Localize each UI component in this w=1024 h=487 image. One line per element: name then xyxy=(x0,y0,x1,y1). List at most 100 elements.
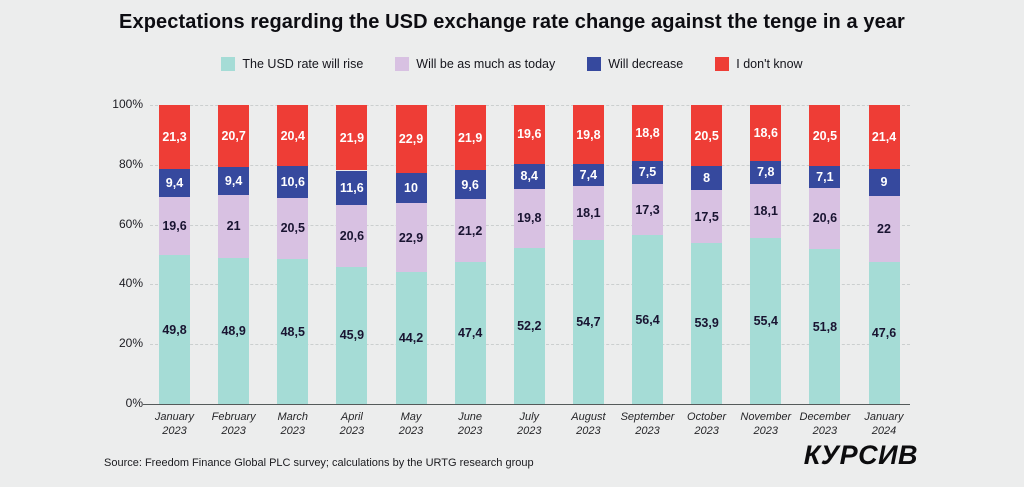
category-label: September 2023 xyxy=(602,411,694,439)
bar-value-label: 18,6 xyxy=(753,125,778,140)
bar-segment: 21,4 xyxy=(868,105,900,169)
y-tick-label: 20% xyxy=(118,336,143,351)
stacked-bar: 55,4 18,1 7,8 18,6 xyxy=(750,105,782,404)
y-tick-label: 80% xyxy=(118,156,143,171)
bar-value-label: 7,1 xyxy=(816,169,834,184)
bar-segment: 22,9 xyxy=(395,105,427,174)
category-month: April xyxy=(340,411,363,423)
bar-value-label: 19,6 xyxy=(162,218,187,233)
legend-swatch-icon xyxy=(395,57,410,71)
category-month: August xyxy=(571,411,606,423)
stacked-bar: 48,9 21 9,4 20,7 xyxy=(218,105,250,404)
bar-segment: 20,7 xyxy=(218,105,250,167)
bar-value-label: 21,9 xyxy=(339,130,365,145)
category-year: 2023 xyxy=(339,424,365,437)
bar-segment: 44,2 xyxy=(395,271,427,404)
bar-value-label: 21,9 xyxy=(457,130,483,145)
bar-value-label: 47,4 xyxy=(457,326,483,341)
bar-value-label: 54,7 xyxy=(576,315,601,330)
bar-value-label: 9 xyxy=(880,175,888,190)
legend-swatch-icon xyxy=(587,57,602,71)
stacked-bar: 47,6 22 9 21,4 xyxy=(868,105,900,404)
bar-value-label: 9,6 xyxy=(461,177,479,192)
category-month: September xyxy=(620,411,675,423)
bar-value-label: 18,1 xyxy=(576,206,601,221)
category-label: March 2023 xyxy=(247,411,339,439)
category-month: March xyxy=(277,411,309,423)
bar-value-label: 20,7 xyxy=(221,128,246,143)
bar-segment: 7,8 xyxy=(750,160,782,185)
category-year: 2023 xyxy=(635,424,660,437)
bar-segment: 9,6 xyxy=(454,170,486,200)
stacked-bar: 44,2 22,9 10 22,9 xyxy=(395,105,427,404)
bar-segment: 20,4 xyxy=(277,105,309,166)
bar-segment: 21,3 xyxy=(159,105,190,169)
bar-segment: 18,8 xyxy=(632,105,663,162)
category-label: February 2023 xyxy=(188,411,280,439)
legend: The USD rate will rise Will be as much as… xyxy=(0,57,1024,71)
bar-segment: 49,8 xyxy=(159,255,190,404)
bar-value-label: 18,1 xyxy=(753,204,778,219)
bar-value-label: 19,8 xyxy=(576,127,601,142)
bar-value-label: 17,5 xyxy=(694,209,719,224)
category-label: October 2023 xyxy=(661,411,753,439)
bar-value-label: 22 xyxy=(877,221,891,236)
stacked-bar: 52,2 19,8 8,4 19,6 xyxy=(513,105,545,404)
kursiv-logo: КУРСИВ xyxy=(803,440,918,470)
bar-value-label: 21 xyxy=(226,219,241,234)
bar-segment: 45,9 xyxy=(336,266,368,404)
bar-segment: 56,4 xyxy=(632,235,663,404)
category-label: January 2024 xyxy=(838,411,930,439)
bar-value-label: 49,8 xyxy=(162,322,187,337)
bar-segment: 7,5 xyxy=(632,161,663,184)
bar-value-label: 9,4 xyxy=(224,173,243,188)
bar-segment: 47,4 xyxy=(454,262,486,404)
bar-segment: 8 xyxy=(691,166,723,191)
bar-value-label: 53,9 xyxy=(694,316,719,331)
category-year: 2024 xyxy=(871,424,897,437)
category-month: May xyxy=(400,411,422,423)
bar-segment: 19,6 xyxy=(513,105,545,164)
category-month: December xyxy=(799,411,851,423)
bar-segment: 21 xyxy=(218,195,250,258)
bar-segment: 19,6 xyxy=(159,196,190,256)
bar-value-label: 21,3 xyxy=(162,129,187,144)
bar-value-label: 55,4 xyxy=(753,314,778,329)
category-month: July xyxy=(519,411,540,423)
legend-label: The USD rate will rise xyxy=(242,57,364,71)
bar-value-label: 20,4 xyxy=(280,128,305,143)
bar-segment: 11,6 xyxy=(336,170,368,206)
bar-segment: 19,8 xyxy=(572,105,604,165)
category-label: May 2023 xyxy=(365,411,457,439)
legend-item: Will be as much as today xyxy=(395,57,555,71)
bar-segment: 18,1 xyxy=(750,184,782,239)
bar-value-label: 19,6 xyxy=(517,127,542,142)
category-year: 2023 xyxy=(398,424,424,437)
bar-segment: 10 xyxy=(395,173,427,204)
category-label: April 2023 xyxy=(306,411,398,439)
bar-value-label: 10 xyxy=(404,181,418,196)
stacked-bar: 54,7 18,1 7,4 19,8 xyxy=(572,105,604,404)
bar-segment: 20,5 xyxy=(809,105,841,167)
stacked-bar: 48,5 20,5 10,6 20,4 xyxy=(277,105,309,404)
bar-value-label: 22,9 xyxy=(398,132,424,147)
category-year: 2023 xyxy=(812,424,838,437)
bar-segment: 21,2 xyxy=(454,199,486,263)
y-tick-label: 100% xyxy=(112,97,143,111)
bar-segment: 17,5 xyxy=(691,190,723,243)
legend-item: The USD rate will rise xyxy=(221,57,363,71)
bar-value-label: 8,4 xyxy=(520,169,538,184)
category-year: 2023 xyxy=(694,424,719,437)
category-month: June xyxy=(458,411,483,423)
bar-value-label: 44,2 xyxy=(398,330,424,345)
bar-segment: 22,9 xyxy=(395,203,427,272)
bar-value-label: 20,5 xyxy=(280,221,305,236)
bar-segment: 10,6 xyxy=(277,166,309,198)
bar-segment: 9 xyxy=(868,169,900,196)
stacked-bar: 45,9 20,6 11,6 21,9 xyxy=(336,105,368,404)
bar-segment: 52,2 xyxy=(513,247,545,404)
bar-segment: 51,8 xyxy=(809,249,841,404)
bar-value-label: 21,4 xyxy=(871,130,897,144)
category-year: 2023 xyxy=(576,424,601,437)
